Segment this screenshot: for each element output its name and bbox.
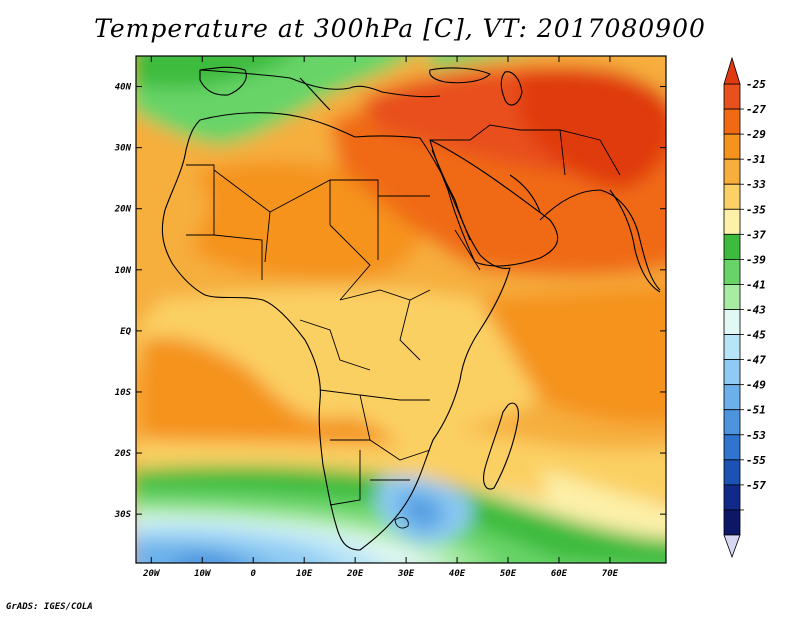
colorbar-swatch <box>723 133 741 160</box>
colorbar: -25 -27 -29 -31 -33 -35 -37 -39 -41 -43 -45 -47 -49 -… <box>723 56 766 559</box>
colorbar-arrow-bottom <box>723 534 741 559</box>
colorbar-label: -37 <box>746 228 766 241</box>
colorbar-swatch <box>723 484 741 511</box>
colorbar-swatch <box>723 158 741 185</box>
arabia <box>429 139 559 267</box>
colorbar-swatch <box>723 233 741 260</box>
lat-tick-label: 40N <box>115 83 132 93</box>
colorbar-label: -45 <box>746 329 766 342</box>
lon-tick-label: 30E <box>397 569 415 579</box>
lon-tick-label: 40E <box>449 569 466 579</box>
lat-tick-label: 30N <box>114 144 132 154</box>
asia-coast <box>539 189 661 291</box>
colorbar-label: -33 <box>746 178 766 191</box>
colorbar-label: -51 <box>746 404 766 417</box>
black-sea <box>429 67 491 84</box>
lon-tick-label: 50E <box>500 569 517 579</box>
borders <box>186 124 621 529</box>
lon-tick-label: 20W <box>142 569 161 579</box>
lat-tick-label: 10N <box>115 266 132 276</box>
colorbar-label: -47 <box>746 354 766 367</box>
map-frame <box>135 55 667 564</box>
caspian <box>500 71 523 106</box>
lat-tick-label: 10S <box>115 388 132 398</box>
colorbar-swatch <box>723 83 741 110</box>
colorbar-swatch <box>723 108 741 135</box>
colorbar-swatch <box>723 359 741 386</box>
coastlines <box>161 66 661 551</box>
colorbar-swatch <box>723 183 741 210</box>
lat-tick-label: 20N <box>114 205 132 215</box>
europe-coast <box>199 69 441 98</box>
colorbar-label: -43 <box>746 304 766 317</box>
colorbar-swatch <box>723 434 741 461</box>
colorbar-swatch <box>723 309 741 335</box>
red-sea <box>431 149 471 241</box>
colorbar-arrow-top <box>723 56 741 85</box>
colorbar-label: -27 <box>746 103 766 116</box>
madagascar <box>483 402 519 490</box>
india-coast <box>609 189 661 293</box>
lon-tick-label: 70E <box>602 569 619 579</box>
colorbar-swatch <box>723 459 741 486</box>
italy <box>299 77 331 111</box>
colorbar-label: -41 <box>746 278 766 291</box>
latitude-ticks: 40N 30N 20N 10N EQ 10S 20S 30S <box>114 83 666 520</box>
colorbar-swatch <box>723 384 741 411</box>
lat-tick-label: 30S <box>114 510 132 520</box>
lon-tick-label: 60E <box>551 569 568 579</box>
lon-tick-label: 10W <box>194 569 212 579</box>
colorbar-label: -29 <box>746 128 766 141</box>
colorbar-label: -25 <box>746 78 766 91</box>
colorbar-label: -31 <box>746 153 766 166</box>
colorbar-label: -39 <box>746 253 766 266</box>
lat-tick-label: EQ <box>120 327 131 337</box>
colorbar-swatch <box>723 334 741 361</box>
colorbar-label: -35 <box>746 203 766 216</box>
colorbar-swatch <box>723 208 741 235</box>
longitude-ticks: 20W 10W 0 10E 20E 30E 40E 50E 60E 70E <box>142 56 619 579</box>
colorbar-label: -53 <box>746 429 766 442</box>
temperature-field <box>136 56 666 563</box>
colorbar-label: -57 <box>746 479 766 492</box>
lon-tick-label: 0 <box>251 569 257 579</box>
colorbar-swatch <box>723 509 741 536</box>
colorbar-swatch <box>723 258 741 285</box>
lon-tick-label: 20E <box>346 569 364 579</box>
africa-coastline <box>161 112 511 551</box>
iberia <box>199 66 247 96</box>
lon-tick-label: 10E <box>296 569 313 579</box>
persian-gulf <box>509 174 541 213</box>
lat-tick-label: 20S <box>114 449 132 459</box>
colorbar-label: -49 <box>746 379 766 392</box>
footer-credit: GrADS: IGES/COLA <box>6 602 93 612</box>
colorbar-swatch <box>723 409 741 436</box>
colorbar-swatch <box>723 284 741 310</box>
colorbar-label: -55 <box>746 454 766 467</box>
chart-title: Temperature at 300hPa [C], VT: 201708090… <box>94 14 706 43</box>
